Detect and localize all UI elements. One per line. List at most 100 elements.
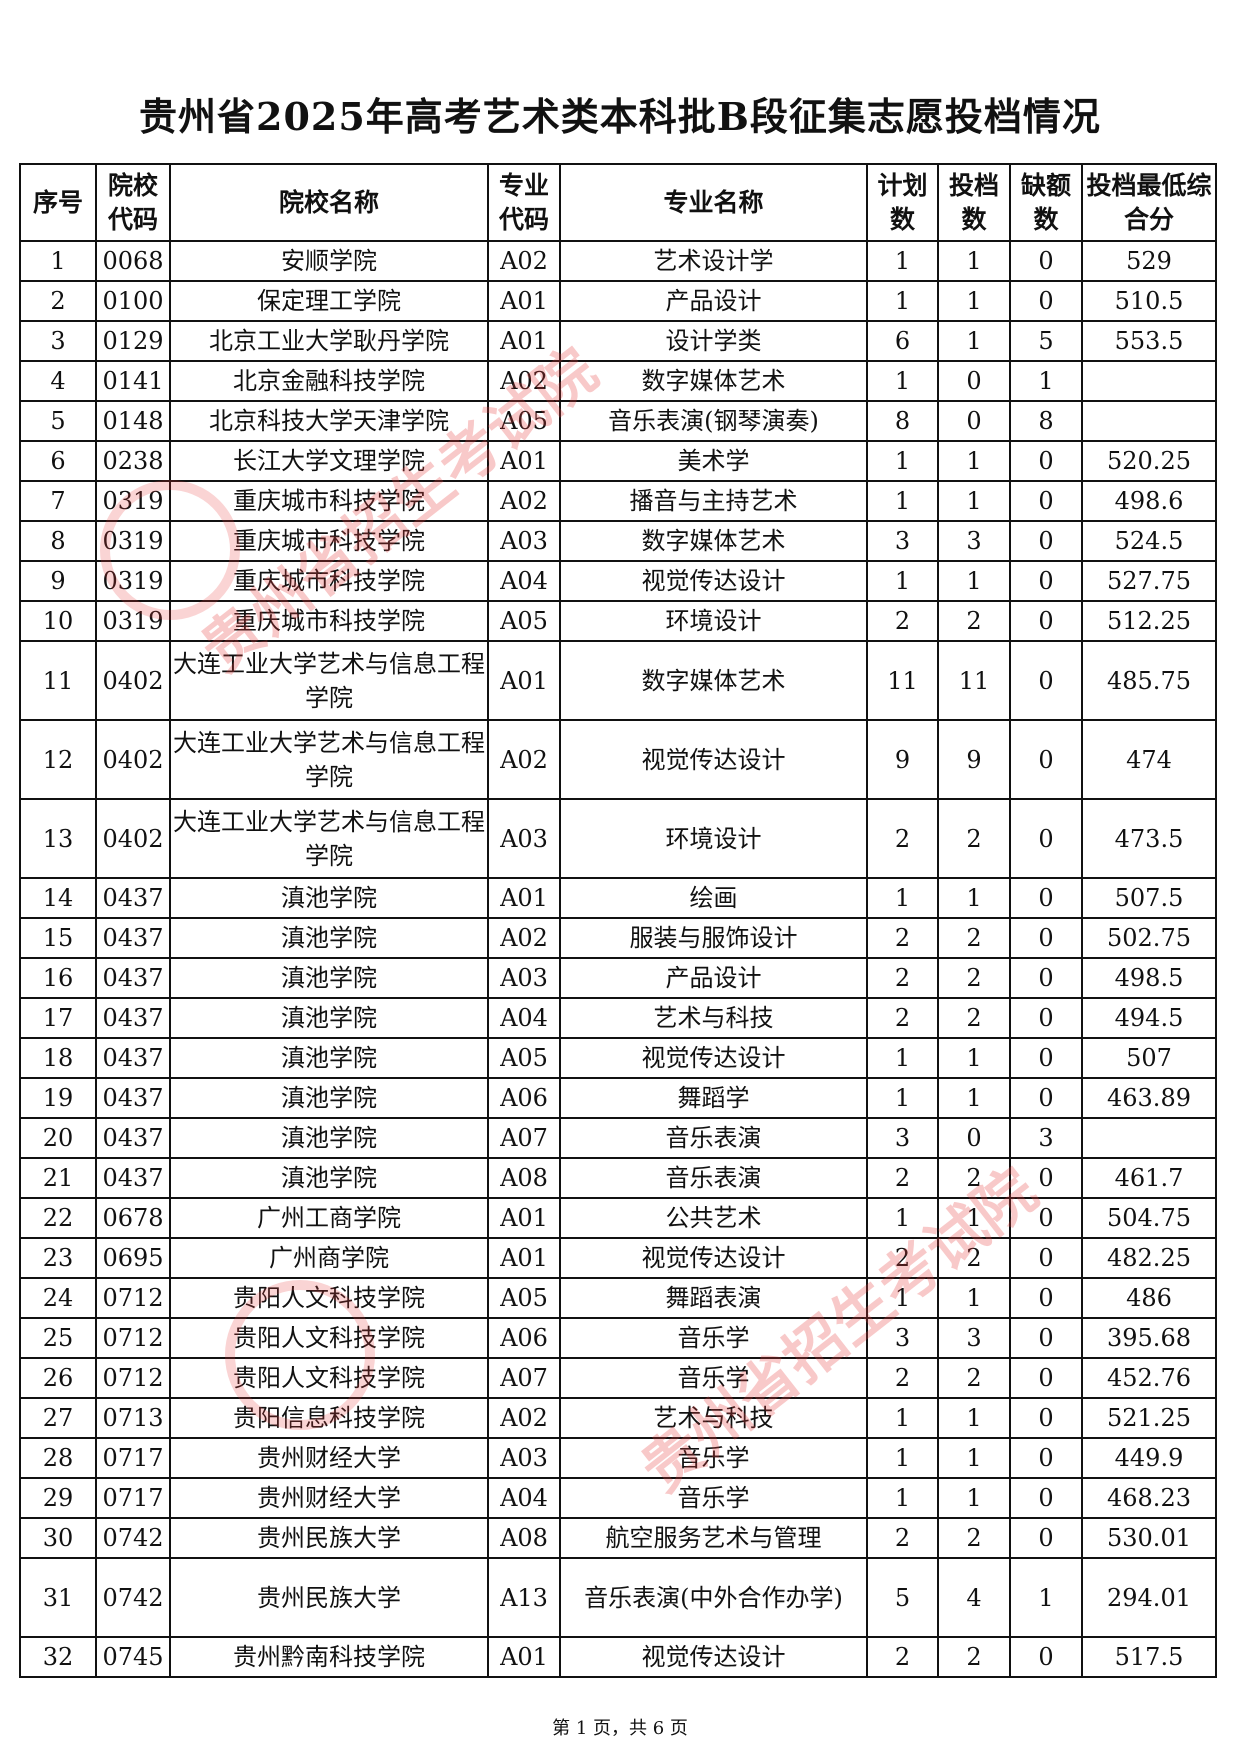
cell-min-score: 521.25 bbox=[1081, 1397, 1217, 1439]
cell-school-code: 0437 bbox=[95, 997, 171, 1039]
cell-vacancy: 0 bbox=[1009, 1477, 1083, 1519]
cell-min-score: 517.5 bbox=[1081, 1636, 1217, 1678]
cell-school-code: 0717 bbox=[95, 1477, 171, 1519]
cell-admitted: 1 bbox=[937, 1437, 1011, 1479]
cell-admitted: 0 bbox=[937, 1117, 1011, 1159]
cell-major-code: A01 bbox=[487, 1237, 561, 1279]
cell-school-code: 0100 bbox=[95, 280, 171, 322]
cell-school-name: 重庆城市科技学院 bbox=[169, 520, 489, 562]
cell-min-score: 529 bbox=[1081, 240, 1217, 282]
cell-school-name: 滇池学院 bbox=[169, 957, 489, 999]
cell-min-score: 512.25 bbox=[1081, 600, 1217, 642]
cell-major-code: A02 bbox=[487, 917, 561, 959]
cell-plan: 1 bbox=[866, 360, 939, 402]
cell-school-name: 贵阳人文科技学院 bbox=[169, 1357, 489, 1399]
table-row: 5 0148 北京科技大学天津学院 A05 音乐表演(钢琴演奏) 8 0 8 bbox=[19, 400, 1217, 442]
table-row: 29 0717 贵州财经大学 A04 音乐学 1 1 0 468.23 bbox=[19, 1477, 1217, 1519]
cell-major-code: A02 bbox=[487, 360, 561, 402]
cell-min-score bbox=[1081, 360, 1217, 402]
cell-school-code: 0437 bbox=[95, 1117, 171, 1159]
cell-admitted: 0 bbox=[937, 400, 1011, 442]
cell-seq: 30 bbox=[19, 1517, 97, 1559]
cell-school-name: 滇池学院 bbox=[169, 877, 489, 919]
cell-admitted: 4 bbox=[937, 1557, 1011, 1638]
cell-admitted: 1 bbox=[937, 480, 1011, 522]
cell-min-score: 463.89 bbox=[1081, 1077, 1217, 1119]
table-row: 19 0437 滇池学院 A06 舞蹈学 1 1 0 463.89 bbox=[19, 1077, 1217, 1119]
cell-school-code: 0437 bbox=[95, 877, 171, 919]
cell-min-score: 473.5 bbox=[1081, 798, 1217, 879]
table-row: 23 0695 广州商学院 A01 视觉传达设计 2 2 0 482.25 bbox=[19, 1237, 1217, 1279]
cell-vacancy: 0 bbox=[1009, 560, 1083, 602]
cell-school-code: 0141 bbox=[95, 360, 171, 402]
cell-seq: 4 bbox=[19, 360, 97, 402]
cell-major-code: A04 bbox=[487, 997, 561, 1039]
cell-major-code: A01 bbox=[487, 640, 561, 721]
cell-plan: 1 bbox=[866, 560, 939, 602]
cell-school-name: 广州商学院 bbox=[169, 1237, 489, 1279]
cell-school-code: 0695 bbox=[95, 1237, 171, 1279]
cell-min-score: 507 bbox=[1081, 1037, 1217, 1079]
cell-school-code: 0319 bbox=[95, 560, 171, 602]
cell-major-name: 音乐表演(钢琴演奏) bbox=[559, 400, 868, 442]
table-row: 22 0678 广州工商学院 A01 公共艺术 1 1 0 504.75 bbox=[19, 1197, 1217, 1239]
cell-school-code: 0742 bbox=[95, 1517, 171, 1559]
cell-major-code: A07 bbox=[487, 1357, 561, 1399]
cell-major-code: A05 bbox=[487, 600, 561, 642]
table-row: 12 0402 大连工业大学艺术与信息工程学院 A02 视觉传达设计 9 9 0 474 bbox=[19, 719, 1217, 800]
cell-plan: 11 bbox=[866, 640, 939, 721]
cell-school-name: 大连工业大学艺术与信息工程学院 bbox=[169, 798, 489, 879]
cell-seq: 12 bbox=[19, 719, 97, 800]
cell-min-score: 504.75 bbox=[1081, 1197, 1217, 1239]
cell-major-name: 数字媒体艺术 bbox=[559, 360, 868, 402]
cell-admitted: 2 bbox=[937, 600, 1011, 642]
cell-min-score: 468.23 bbox=[1081, 1477, 1217, 1519]
cell-major-name: 视觉传达设计 bbox=[559, 560, 868, 602]
cell-school-name: 贵州财经大学 bbox=[169, 1437, 489, 1479]
cell-admitted: 3 bbox=[937, 1317, 1011, 1359]
table-row: 4 0141 北京金融科技学院 A02 数字媒体艺术 1 0 1 bbox=[19, 360, 1217, 402]
cell-seq: 25 bbox=[19, 1317, 97, 1359]
cell-min-score: 520.25 bbox=[1081, 440, 1217, 482]
cell-school-code: 0319 bbox=[95, 600, 171, 642]
cell-plan: 1 bbox=[866, 280, 939, 322]
cell-min-score: 486 bbox=[1081, 1277, 1217, 1319]
cell-plan: 8 bbox=[866, 400, 939, 442]
cell-school-name: 滇池学院 bbox=[169, 997, 489, 1039]
cell-school-name: 安顺学院 bbox=[169, 240, 489, 282]
table-row: 10 0319 重庆城市科技学院 A05 环境设计 2 2 0 512.25 bbox=[19, 600, 1217, 642]
cell-school-name: 贵州黔南科技学院 bbox=[169, 1636, 489, 1678]
cell-major-code: A03 bbox=[487, 957, 561, 999]
cell-major-code: A01 bbox=[487, 1636, 561, 1678]
cell-major-name: 航空服务艺术与管理 bbox=[559, 1517, 868, 1559]
cell-school-code: 0713 bbox=[95, 1397, 171, 1439]
cell-vacancy: 0 bbox=[1009, 1636, 1083, 1678]
cell-admitted: 2 bbox=[937, 1237, 1011, 1279]
cell-major-code: A05 bbox=[487, 400, 561, 442]
cell-min-score: 507.5 bbox=[1081, 877, 1217, 919]
cell-admitted: 1 bbox=[937, 1397, 1011, 1439]
cell-plan: 9 bbox=[866, 719, 939, 800]
cell-plan: 1 bbox=[866, 480, 939, 522]
cell-seq: 11 bbox=[19, 640, 97, 721]
cell-min-score: 527.75 bbox=[1081, 560, 1217, 602]
cell-plan: 3 bbox=[866, 520, 939, 562]
cell-major-code: A05 bbox=[487, 1277, 561, 1319]
cell-min-score bbox=[1081, 1117, 1217, 1159]
cell-plan: 2 bbox=[866, 1357, 939, 1399]
cell-school-code: 0402 bbox=[95, 798, 171, 879]
cell-seq: 10 bbox=[19, 600, 97, 642]
cell-min-score: 449.9 bbox=[1081, 1437, 1217, 1479]
cell-plan: 2 bbox=[866, 1517, 939, 1559]
cell-seq: 8 bbox=[19, 520, 97, 562]
cell-school-code: 0238 bbox=[95, 440, 171, 482]
cell-major-code: A05 bbox=[487, 1037, 561, 1079]
cell-major-code: A02 bbox=[487, 480, 561, 522]
cell-major-name: 视觉传达设计 bbox=[559, 1237, 868, 1279]
cell-school-code: 0402 bbox=[95, 640, 171, 721]
cell-vacancy: 0 bbox=[1009, 1157, 1083, 1199]
cell-major-name: 视觉传达设计 bbox=[559, 719, 868, 800]
cell-school-code: 0148 bbox=[95, 400, 171, 442]
cell-major-name: 音乐学 bbox=[559, 1437, 868, 1479]
cell-seq: 27 bbox=[19, 1397, 97, 1439]
